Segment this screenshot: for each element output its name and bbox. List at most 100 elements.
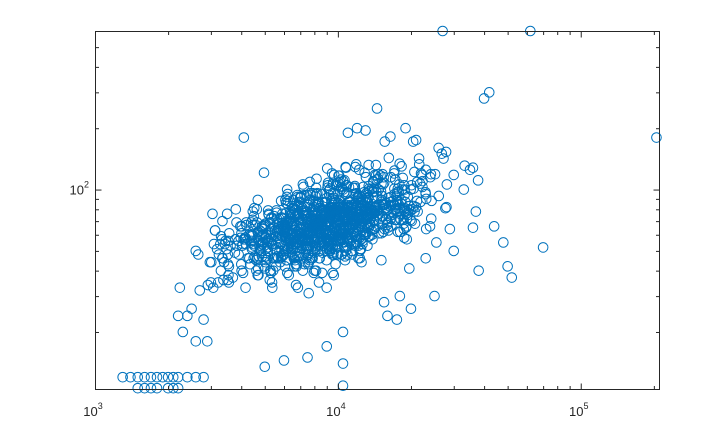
scatter-point xyxy=(488,221,500,232)
scatter-point xyxy=(356,197,368,209)
scatter-point xyxy=(382,310,393,322)
scatter-point xyxy=(283,269,295,281)
scatter-point xyxy=(394,290,406,302)
scatter-point xyxy=(339,254,351,266)
scatter-point xyxy=(321,341,333,352)
scatter-point xyxy=(292,282,304,293)
scatter-point xyxy=(182,310,193,322)
scatter-point xyxy=(420,223,432,235)
scatter-point xyxy=(287,194,299,206)
scatter-point xyxy=(337,326,349,338)
scatter-point xyxy=(467,222,479,233)
scatter-point xyxy=(415,196,426,208)
scatter-point xyxy=(378,296,390,308)
scatter-point xyxy=(358,213,370,224)
y-tick-label: 102 xyxy=(70,180,89,198)
scatter-point xyxy=(311,209,323,221)
scatter-point xyxy=(297,179,309,190)
scatter-point xyxy=(348,199,360,211)
scatter-point xyxy=(211,243,223,255)
scatter-point xyxy=(410,134,422,146)
x-tick-labels: 103 104 105 xyxy=(83,401,588,419)
scatter-point xyxy=(236,265,247,276)
scatter-point xyxy=(208,238,220,250)
scatter-point xyxy=(272,217,283,228)
scatter-point xyxy=(350,159,362,170)
scatter-point xyxy=(470,206,482,217)
scatter-point xyxy=(255,240,267,252)
scatter-point xyxy=(404,263,415,274)
scatter-point xyxy=(309,265,320,276)
scatter-point xyxy=(302,352,313,363)
scatter-point xyxy=(409,166,420,178)
scatter-point xyxy=(327,206,339,217)
scatter-point xyxy=(337,358,349,369)
scatter-point xyxy=(366,229,378,241)
scatter-point xyxy=(352,212,364,223)
scatter-point xyxy=(389,188,400,200)
scatter-point xyxy=(294,234,306,245)
scatter-point xyxy=(320,234,332,245)
scatter-point xyxy=(431,237,442,248)
scatter-point xyxy=(337,212,349,223)
scatter-point xyxy=(417,181,428,193)
scatter-point xyxy=(392,226,404,238)
scatter-point xyxy=(262,205,274,216)
scatter-point xyxy=(298,205,310,216)
scatter-point xyxy=(368,215,380,227)
scatter-point xyxy=(448,245,460,257)
scatter-point xyxy=(394,158,406,169)
scatter-point xyxy=(346,212,358,223)
scatter-point xyxy=(145,382,157,394)
scatter-point xyxy=(420,193,432,205)
scatter-point xyxy=(425,213,437,224)
scatter-point xyxy=(268,210,280,222)
scatter-point xyxy=(217,252,228,264)
scatter-point xyxy=(270,261,282,272)
scatter-point xyxy=(236,258,247,270)
scatter-point xyxy=(219,238,231,250)
scatter-point xyxy=(352,240,364,252)
scatter-point xyxy=(280,194,291,206)
scatter-point xyxy=(303,287,315,299)
scatter-point xyxy=(400,122,411,134)
scatter-point xyxy=(314,226,326,238)
scatter-point xyxy=(320,221,331,232)
scatter-point xyxy=(287,215,299,227)
scatter-point xyxy=(360,171,372,183)
scatter-point xyxy=(389,214,401,226)
scatter-point xyxy=(433,142,444,154)
scatter-point xyxy=(338,186,350,198)
scatter-point xyxy=(398,232,410,244)
scatter-point xyxy=(392,183,404,194)
scatter-point xyxy=(132,382,144,394)
scatter-point xyxy=(467,162,479,174)
scatter-point xyxy=(391,314,403,325)
scatter-point xyxy=(172,382,184,394)
scatter-point xyxy=(424,171,436,183)
scatter-point xyxy=(349,180,361,192)
scatter-point xyxy=(182,371,193,383)
scatter-point xyxy=(301,189,313,201)
scatter-point xyxy=(117,371,128,383)
scatter-point xyxy=(213,249,225,260)
scatter-point xyxy=(441,179,453,190)
scatter-point xyxy=(278,355,290,366)
scatter-point xyxy=(289,261,300,272)
scatter-point xyxy=(369,205,380,216)
scatter-point xyxy=(202,279,214,291)
scatter-point xyxy=(420,252,432,264)
scatter-point xyxy=(339,242,350,253)
scatter-point xyxy=(367,234,378,245)
scatter-point xyxy=(205,277,217,288)
scatter-point xyxy=(157,371,168,383)
scatter-point xyxy=(448,169,460,181)
scatter-point xyxy=(440,202,451,214)
scatter-point xyxy=(263,208,274,220)
scatter-point xyxy=(405,303,417,315)
scatter-point xyxy=(397,172,409,184)
scatter-point xyxy=(376,254,387,266)
scatter-point xyxy=(247,206,259,217)
x-tick-label: 103 xyxy=(83,401,102,419)
scatter-point xyxy=(252,194,264,206)
